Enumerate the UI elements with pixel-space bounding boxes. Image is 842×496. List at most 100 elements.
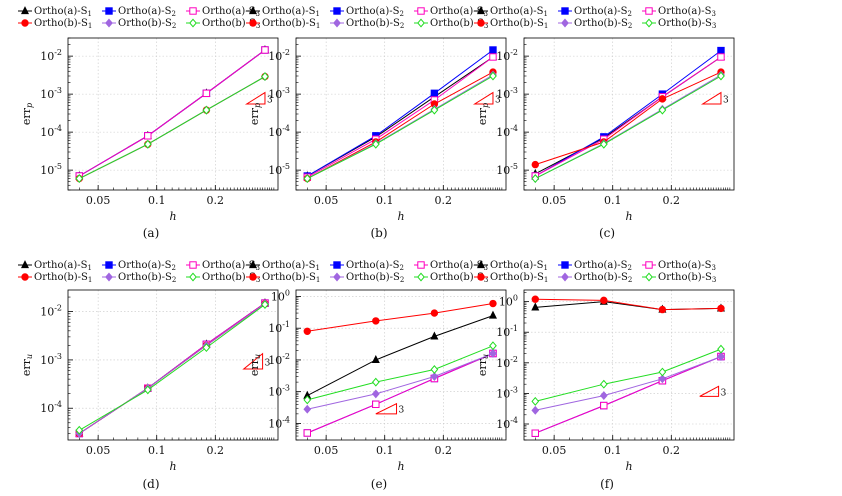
legend-marker	[477, 273, 485, 281]
legend-label: Ortho(b)-S1	[490, 272, 548, 284]
series-ob3	[303, 341, 497, 405]
legend-item: Ortho(b)-S2	[102, 272, 176, 284]
legend-label: Ortho(a)-S3	[658, 6, 716, 18]
legend-item: Ortho(b)-S1	[246, 18, 320, 30]
series-group	[303, 46, 497, 184]
data-point	[489, 71, 497, 81]
legend-marker	[105, 7, 113, 15]
legend-marker	[476, 260, 486, 269]
data-point	[599, 391, 608, 401]
legend-label: Ortho(b)-S3	[202, 18, 260, 30]
x-tick-label: 0.1	[376, 444, 394, 457]
y-tick-label: 10-2	[496, 355, 518, 370]
legend-label: Ortho(b)-S2	[574, 272, 632, 284]
y-tick-label: 10-4	[268, 415, 290, 430]
legend-item: Ortho(b)-S2	[102, 18, 176, 30]
x-tick-label: 0.05	[314, 444, 339, 457]
legend-label: Ortho(a)-S3	[202, 6, 260, 18]
series-line	[535, 50, 722, 177]
data-point	[371, 389, 380, 399]
series-group	[531, 295, 725, 437]
data-point	[489, 53, 497, 61]
data-point	[303, 395, 312, 405]
slope-label: 3	[723, 95, 729, 105]
data-point	[489, 349, 497, 358]
legend-item: Ortho(a)-S3	[642, 260, 716, 272]
data-point	[303, 174, 312, 184]
legend-item: Ortho(a)-S1	[246, 260, 320, 272]
legend: Ortho(a)-S1 Ortho(a)-S2 Ortho(a)-S3Ortho(b…	[246, 6, 488, 30]
y-tick-label: 100	[271, 288, 290, 303]
legend-label: Ortho(a)-S2	[574, 6, 632, 18]
grid	[524, 38, 734, 190]
slope-label: 3	[721, 388, 727, 398]
legend: Ortho(a)-S1 Ortho(a)-S2 Ortho(a)-S3Ortho(b…	[474, 6, 716, 30]
data-point	[261, 46, 269, 54]
legend-item: Ortho(b)-S3	[186, 18, 260, 30]
legend-marker	[248, 260, 258, 269]
panel-caption: (b)	[370, 226, 387, 240]
series-oa2	[75, 46, 269, 180]
y-tick-label: 10-3	[268, 384, 290, 399]
slope-triangle: 3	[700, 91, 729, 105]
series-line	[307, 303, 494, 332]
legend-label: Ortho(a)-S1	[262, 6, 320, 18]
legend-label: Ortho(b)-S2	[574, 18, 632, 30]
legend-item: Ortho(a)-S3	[186, 6, 260, 18]
y-tick-label: 10-4	[40, 124, 62, 139]
data-point	[658, 305, 667, 314]
x-tick-label: 0.05	[542, 194, 567, 207]
data-point	[600, 401, 608, 410]
legend-label: Ortho(b)-S2	[346, 18, 404, 30]
series-oa2	[531, 46, 725, 180]
slope-triangle-shape	[242, 352, 264, 370]
chart-panel-f: Ortho(a)-S1 Ortho(a)-S2 Ortho(a)-S3Ortho(b…	[474, 260, 735, 491]
series-line	[79, 76, 266, 180]
legend-marker	[417, 7, 425, 15]
legend-marker	[105, 272, 113, 282]
legend-item: Ortho(a)-S1	[18, 6, 92, 18]
legend-item: Ortho(a)-S3	[414, 260, 488, 272]
legend-item: Ortho(a)-S2	[102, 6, 176, 18]
series-ob1	[531, 68, 725, 169]
legend-label: Ortho(b)-S2	[346, 272, 404, 284]
data-point	[261, 72, 269, 82]
x-tick-label: 0.2	[663, 444, 681, 457]
data-point	[303, 404, 312, 414]
data-point	[143, 139, 152, 149]
legend-marker	[248, 6, 258, 15]
data-point	[488, 310, 497, 319]
data-point	[531, 302, 540, 311]
legend-item: Ortho(b)-S2	[330, 272, 404, 284]
y-axis-label: errp	[20, 103, 34, 125]
y-tick-label: 10-2	[268, 352, 290, 367]
legend-item: Ortho(b)-S3	[186, 272, 260, 284]
data-point	[143, 385, 152, 395]
series-line	[535, 298, 722, 311]
y-axis: 10-5 10-4 10-3 10-2 errp	[476, 37, 529, 191]
x-axis-label: h	[169, 210, 176, 223]
data-point	[658, 95, 667, 103]
legend-marker	[249, 273, 257, 281]
legend-marker	[476, 6, 486, 15]
slope-triangle-shape	[699, 385, 720, 397]
x-axis: 0.05 0.1 0.2 h	[78, 185, 275, 223]
series-line	[79, 304, 266, 431]
y-axis: 10-4 10-3 10-2 10-1 100 erru	[476, 292, 529, 441]
x-tick-label: 0.05	[86, 194, 111, 207]
data-point	[531, 429, 539, 437]
legend-marker	[561, 261, 569, 269]
y-tick-label: 10-3	[496, 86, 518, 101]
series-line	[535, 356, 722, 434]
legend-marker	[333, 7, 341, 15]
legend-marker	[105, 261, 113, 269]
data-point	[430, 309, 439, 317]
slope-triangle-shape	[700, 91, 722, 105]
data-point	[717, 304, 725, 313]
slope-triangle: 3	[242, 352, 271, 370]
series-ob3	[531, 344, 725, 406]
legend-label: Ortho(b)-S3	[658, 272, 716, 284]
data-point	[202, 343, 211, 353]
legend-marker	[561, 18, 569, 28]
series-oa1	[75, 45, 269, 180]
